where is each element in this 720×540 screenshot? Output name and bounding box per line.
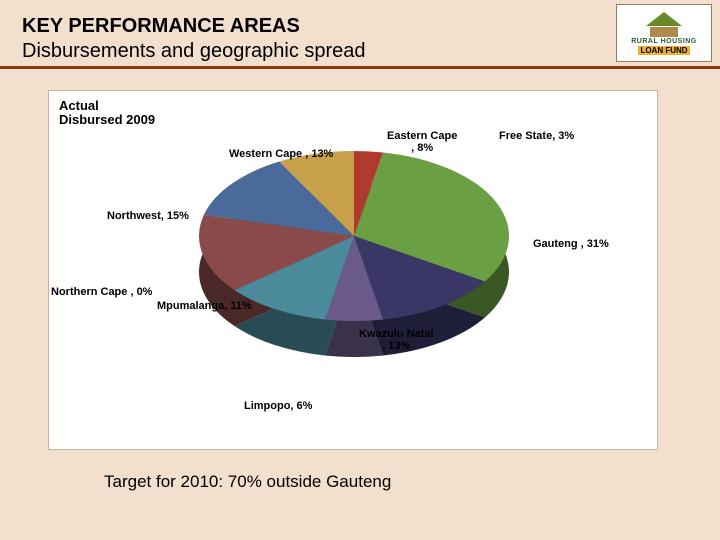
chart-title: Actual Disbursed 2009 <box>59 99 155 128</box>
slice-label-limpopo: Limpopo, 6% <box>244 401 312 413</box>
slice-label-northern-cape: Northern Cape , 0% <box>51 287 152 299</box>
slice-label-gauteng: Gauteng , 31% <box>533 239 609 251</box>
page-subtitle: Disbursements and geographic spread <box>22 39 366 64</box>
pie-chart <box>199 151 509 391</box>
slice-label-western-cape: Western Cape , 13% <box>229 149 333 161</box>
slice-label-mpumalanga: Mpumalanga, 11% <box>157 301 252 313</box>
rhlf-logo: RURAL HOUSING LOAN FUND <box>616 4 712 62</box>
slide-header: KEY PERFORMANCE AREAS Disbursements and … <box>22 14 366 64</box>
chart-panel: Actual Disbursed 2009 Free State, 3% Gaut… <box>48 90 658 450</box>
logo-base-icon <box>650 27 678 37</box>
target-text: Target for 2010: 70% outside Gauteng <box>104 472 391 492</box>
slice-label-northwest: Northwest, 15% <box>107 211 189 223</box>
pie-3d-top <box>199 151 509 321</box>
header-underline <box>0 66 720 69</box>
logo-text-line2: LOAN FUND <box>638 46 689 55</box>
page-title: KEY PERFORMANCE AREAS <box>22 14 366 39</box>
slice-label-kwazulu-natal: Kwazulu Natal , 13% <box>359 329 434 352</box>
logo-roof-icon <box>646 12 682 26</box>
slice-label-free-state: Free State, 3% <box>499 131 574 143</box>
logo-text-line1: RURAL HOUSING <box>631 38 696 45</box>
slice-label-eastern-cape: Eastern Cape , 8% <box>387 131 457 154</box>
